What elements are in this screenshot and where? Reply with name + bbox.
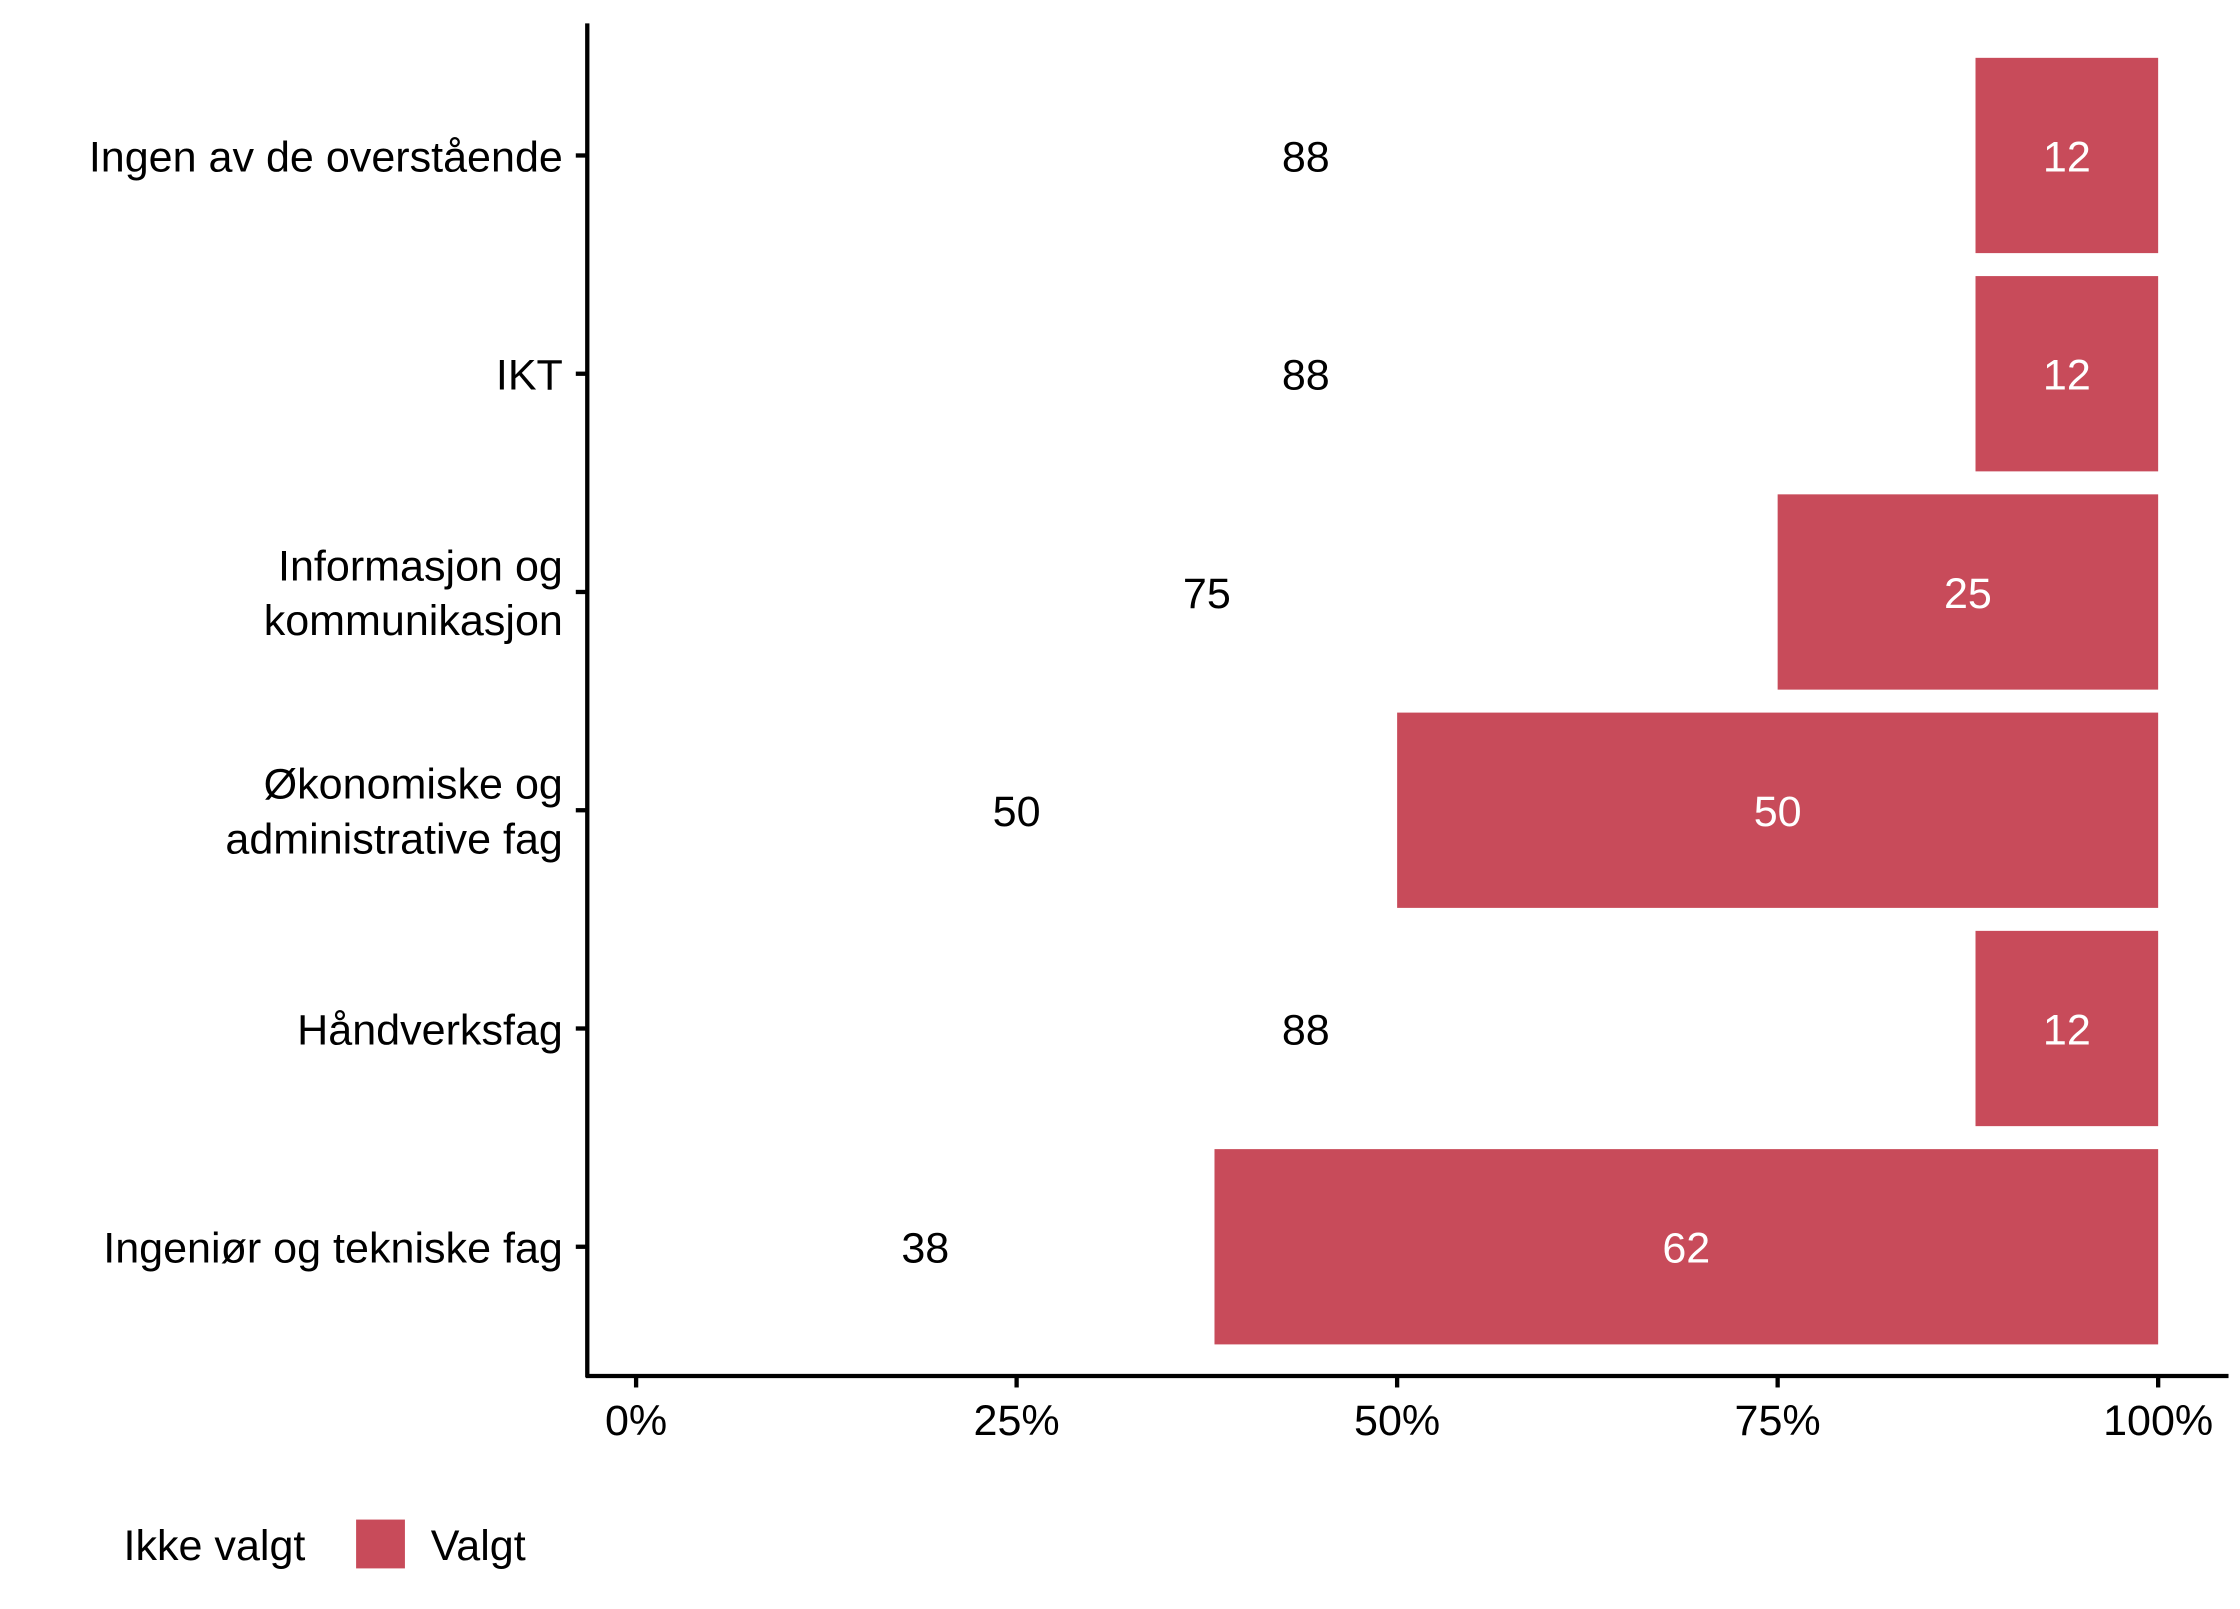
x-axis-ticks: 0% 25% 50% 75% 100%	[605, 1375, 2213, 1445]
category-label: Informasjon og	[278, 543, 563, 591]
bar-ikke-valgt	[636, 276, 1976, 472]
bar-value-label: 12	[2043, 133, 2091, 181]
bar-valgt	[1777, 494, 2159, 690]
x-tick-label: 100%	[2103, 1397, 2213, 1445]
bar-value-label: 88	[1282, 133, 1330, 181]
category-label: kommunikasjon	[264, 597, 563, 645]
legend-label-ikke-valgt: Ikke valgt	[123, 1522, 305, 1570]
bar-ikke-valgt	[636, 57, 1976, 254]
value-labels: 88 12 88 12 75 25 50 50 88 12 38 62	[901, 133, 2090, 1272]
bar-value-label: 12	[2043, 1006, 2091, 1054]
bar-value-label: 62	[1662, 1225, 1710, 1273]
bar-value-label: 38	[901, 1225, 949, 1273]
bar-ikke-valgt	[636, 930, 1976, 1127]
bar-value-label: 88	[1282, 1006, 1330, 1054]
category-label: Håndverksfag	[297, 1006, 563, 1054]
x-tick-label: 0%	[605, 1397, 667, 1445]
x-tick-label: 50%	[1354, 1397, 1440, 1445]
category-label: Ingen av de overstående	[89, 133, 563, 181]
bar-ikke-valgt	[636, 1149, 1215, 1345]
x-tick-label: 75%	[1735, 1397, 1821, 1445]
legend-swatch-valgt	[356, 1519, 405, 1569]
category-label: administrative fag	[225, 815, 562, 863]
bars-layer	[636, 57, 2159, 1345]
x-tick-label: 25%	[974, 1397, 1060, 1445]
bar-valgt	[1397, 712, 2159, 908]
bar-value-label: 50	[993, 788, 1041, 836]
bar-ikke-valgt	[636, 712, 1398, 908]
bar-valgt	[1214, 1149, 2159, 1345]
category-label: Økonomiske og	[264, 761, 563, 809]
legend-label-valgt: Valgt	[431, 1522, 526, 1570]
bar-ikke-valgt	[636, 494, 1778, 690]
bar-value-label: 12	[2043, 352, 2091, 400]
bar-value-label: 50	[1754, 788, 1802, 836]
y-axis-labels: Ingen av de overstående IKT Informasjon og…	[89, 133, 588, 1273]
bar-valgt	[1975, 57, 2159, 254]
bar-value-label: 75	[1183, 570, 1231, 618]
category-label: IKT	[496, 352, 563, 400]
bar-value-label: 88	[1282, 352, 1330, 400]
category-label: Ingeniør og tekniske fag	[103, 1225, 563, 1273]
bar-valgt	[1975, 930, 2159, 1127]
bar-valgt	[1975, 276, 2159, 472]
bar-value-label: 25	[1944, 570, 1992, 618]
legend: Ikke valgt Valgt	[123, 1519, 526, 1570]
